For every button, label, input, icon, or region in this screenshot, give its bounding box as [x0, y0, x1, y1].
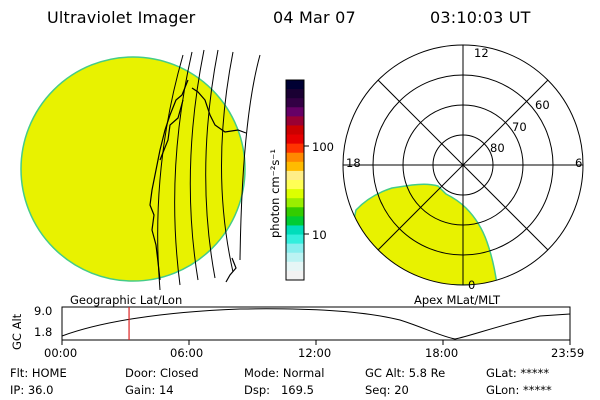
status-seq: Seq: 20	[365, 383, 409, 397]
altitude-frame	[61, 306, 571, 341]
time-tick-4: 23:59	[551, 346, 585, 360]
mlt-label-6: 6	[575, 156, 583, 170]
colorbar-label-10: 10	[312, 228, 327, 242]
instrument-title: Ultraviolet Imager	[47, 8, 196, 27]
geographic-map	[20, 49, 261, 291]
colorbar-segment	[286, 80, 304, 90]
colorbar-segment	[286, 170, 304, 181]
status-mode: Mode: Normal	[244, 366, 325, 380]
altitude-tick-high: 9.0	[34, 304, 53, 318]
altitude-axis-label: GC Alt	[10, 313, 24, 350]
colorbar-segment	[286, 234, 304, 245]
status-glon: GLon: *****	[486, 383, 552, 397]
altitude-curve	[61, 308, 571, 340]
status-gain: Gain: 14	[125, 383, 174, 397]
colorbar-segment	[286, 107, 304, 117]
colorbar-segment	[286, 152, 304, 163]
observation-date: 04 Mar 07	[273, 8, 356, 27]
colorbar-segment	[286, 252, 304, 263]
colorbar-segment	[286, 207, 304, 217]
mlt-label-18: 18	[346, 156, 361, 170]
time-tick-2: 12:00	[298, 346, 332, 360]
colorbar-segment	[286, 180, 304, 190]
time-tick-1: 06:00	[170, 346, 204, 360]
mlt-label-0: 0	[468, 278, 476, 292]
time-tick-3: 18:00	[425, 346, 459, 360]
polar-diagonal-b	[377, 79, 549, 251]
status-dsp: Dsp: 169.5	[244, 383, 314, 397]
apex-caption: Apex MLat/MLT	[414, 293, 501, 307]
status-glat: GLat: *****	[486, 366, 550, 380]
status-gc-altitude: GC Alt: 5.8 Re	[365, 366, 446, 380]
geographic-caption: Geographic Lat/Lon	[70, 293, 183, 307]
colorbar-label-100: 100	[312, 140, 334, 154]
colorbar-segment	[286, 261, 304, 272]
colorbar-segment	[286, 198, 304, 208]
colorbar-segment	[286, 125, 304, 136]
colorbar-segment	[286, 161, 304, 172]
colorbar-unit-label: photon cm⁻²s⁻¹	[268, 149, 282, 238]
colorbar-segment	[286, 189, 304, 199]
colorbar-segment	[286, 134, 304, 145]
colorbar-segment	[286, 143, 304, 154]
colorbar-segment	[286, 98, 304, 108]
geographic-grid-lines	[157, 49, 261, 291]
altitude-panel	[61, 306, 571, 345]
status-flight: Flt: HOME	[10, 366, 67, 380]
colorbar-segment	[286, 216, 304, 226]
mlat-label-70: 70	[512, 120, 527, 134]
mlt-label-12: 12	[474, 46, 489, 60]
polar-plot	[342, 44, 584, 286]
colorbar-segment	[286, 225, 304, 236]
colorbar-segment	[286, 270, 304, 281]
status-ip: IP: 36.0	[10, 383, 54, 397]
colorbar-segment	[286, 116, 304, 126]
status-door: Door: Closed	[125, 366, 199, 380]
colorbar-segment	[286, 243, 304, 254]
coastline	[149, 79, 247, 283]
mlat-label-60: 60	[535, 98, 550, 112]
colorbar	[286, 80, 304, 281]
colorbar-frame	[285, 79, 305, 281]
geographic-emission-disc	[20, 56, 246, 282]
colorbar-segment	[286, 89, 304, 99]
altitude-tick-low: 1.8	[34, 325, 53, 339]
time-tick-0: 00:00	[44, 346, 78, 360]
mlat-label-80: 80	[490, 141, 505, 155]
observation-time: 03:10:03 UT	[430, 8, 531, 27]
polar-emission-region	[343, 183, 498, 285]
